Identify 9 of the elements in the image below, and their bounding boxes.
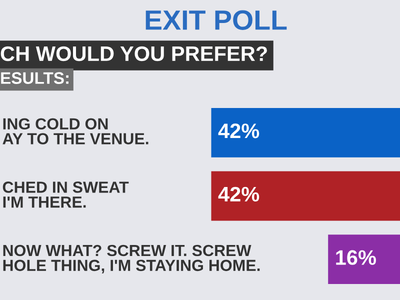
y-tick-label: CHED IN SWEAT I'M THERE. xyxy=(2,182,129,208)
chart-title: EXIT POLL xyxy=(146,10,287,30)
text: ESULTS: xyxy=(1,72,68,84)
y-tick-label: NOW WHAT? SCREW IT. SCREW HOLE THING, I'M STAYING HOME. xyxy=(3,244,260,274)
chart-subtitle: CH WOULD YOU PREFER? xyxy=(0,46,267,62)
data-label: 16% xyxy=(336,250,376,265)
data-label: 42% xyxy=(218,124,260,138)
data-label: 42% xyxy=(218,186,260,202)
y-tick-label: ING COLD ON AY TO THE VENUE. xyxy=(2,118,148,144)
